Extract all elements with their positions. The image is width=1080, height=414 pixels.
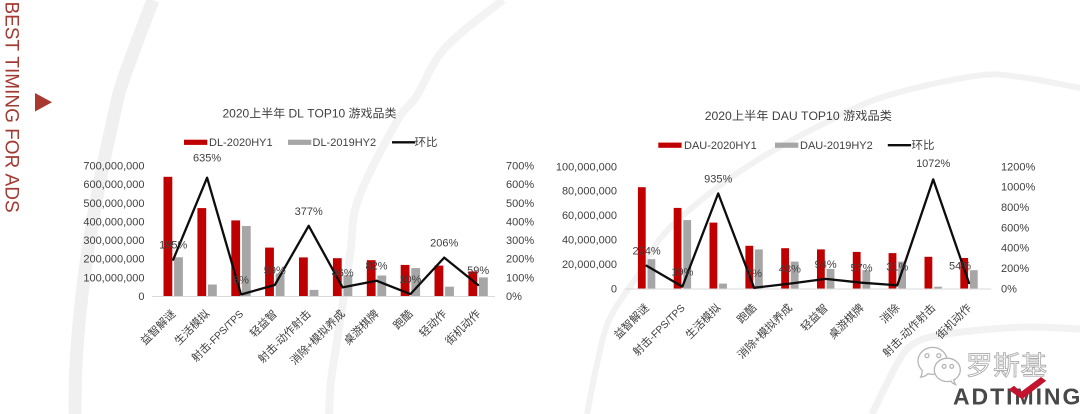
svg-text:2020: 2020 <box>223 107 250 121</box>
svg-text:300%: 300% <box>506 235 534 247</box>
svg-text:57%: 57% <box>850 263 872 275</box>
svg-text:1200%: 1200% <box>1001 161 1035 173</box>
svg-text:0: 0 <box>138 291 144 303</box>
svg-text:DL-2019HY2: DL-2019HY2 <box>313 137 377 149</box>
svg-text:0%: 0% <box>506 291 522 303</box>
svg-text:ADTIMING: ADTIMING <box>953 384 1080 410</box>
svg-text:600%: 600% <box>506 179 534 191</box>
svg-text:700,000,000: 700,000,000 <box>83 161 144 173</box>
svg-text:60,000,000: 60,000,000 <box>562 210 617 222</box>
svg-text:20,000,000: 20,000,000 <box>562 259 617 271</box>
svg-text:500%: 500% <box>506 198 534 210</box>
svg-text:195%: 195% <box>159 240 187 252</box>
svg-text:-: - <box>897 334 907 344</box>
svg-text:0: 0 <box>611 283 617 295</box>
svg-text:59%: 59% <box>467 265 489 277</box>
svg-text:635%: 635% <box>193 153 221 165</box>
svg-text:935%: 935% <box>704 173 732 185</box>
svg-text:DAU-2019HY2: DAU-2019HY2 <box>800 140 873 152</box>
svg-text:2020: 2020 <box>705 109 732 123</box>
svg-text:100,000,000: 100,000,000 <box>556 161 617 173</box>
svg-text:40,000,000: 40,000,000 <box>562 235 617 247</box>
svg-text:TOP10: TOP10 <box>307 107 345 121</box>
svg-text:200%: 200% <box>1001 263 1029 275</box>
svg-text:1072%: 1072% <box>916 158 950 170</box>
svg-text:80,000,000: 80,000,000 <box>562 186 617 198</box>
svg-text:-: - <box>273 340 283 350</box>
svg-text:0%: 0% <box>1001 283 1017 295</box>
svg-text:400%: 400% <box>506 216 534 228</box>
svg-text:200,000,000: 200,000,000 <box>83 254 144 266</box>
svg-text:59%: 59% <box>264 265 286 277</box>
svg-text:300,000,000: 300,000,000 <box>83 235 144 247</box>
svg-text:700%: 700% <box>506 161 534 173</box>
svg-text:100%: 100% <box>506 272 534 284</box>
svg-text:TOP10: TOP10 <box>801 109 840 123</box>
svg-text:100,000,000: 100,000,000 <box>83 272 144 284</box>
svg-text:BEST TIMING FOR ADS: BEST TIMING FOR ADS <box>0 2 21 213</box>
svg-text:800%: 800% <box>1001 202 1029 214</box>
svg-text:1000%: 1000% <box>1001 182 1035 194</box>
svg-text:DAU: DAU <box>772 109 798 123</box>
svg-text:224%: 224% <box>633 246 661 258</box>
svg-text:200%: 200% <box>506 254 534 266</box>
svg-text:DAU-2020HY1: DAU-2020HY1 <box>684 140 757 152</box>
svg-text:DL: DL <box>289 107 305 121</box>
svg-text:7%: 7% <box>746 268 762 280</box>
svg-text:54%: 54% <box>949 261 971 273</box>
svg-text:94%: 94% <box>815 259 837 271</box>
svg-text:600,000,000: 600,000,000 <box>83 179 144 191</box>
svg-text:8%: 8% <box>233 275 249 287</box>
svg-text:82%: 82% <box>365 261 387 273</box>
svg-text:377%: 377% <box>295 206 323 218</box>
svg-text:48%: 48% <box>779 264 801 276</box>
svg-text:10%: 10% <box>399 274 421 286</box>
svg-text:400%: 400% <box>1001 243 1029 255</box>
svg-text:DL-2020HY1: DL-2020HY1 <box>209 137 273 149</box>
svg-text:31%: 31% <box>886 261 908 273</box>
svg-text:400,000,000: 400,000,000 <box>83 216 144 228</box>
svg-text:600%: 600% <box>1001 222 1029 234</box>
svg-text:19%: 19% <box>671 267 693 279</box>
svg-text:206%: 206% <box>430 238 458 250</box>
svg-text:46%: 46% <box>332 267 354 279</box>
svg-text:500,000,000: 500,000,000 <box>83 198 144 210</box>
